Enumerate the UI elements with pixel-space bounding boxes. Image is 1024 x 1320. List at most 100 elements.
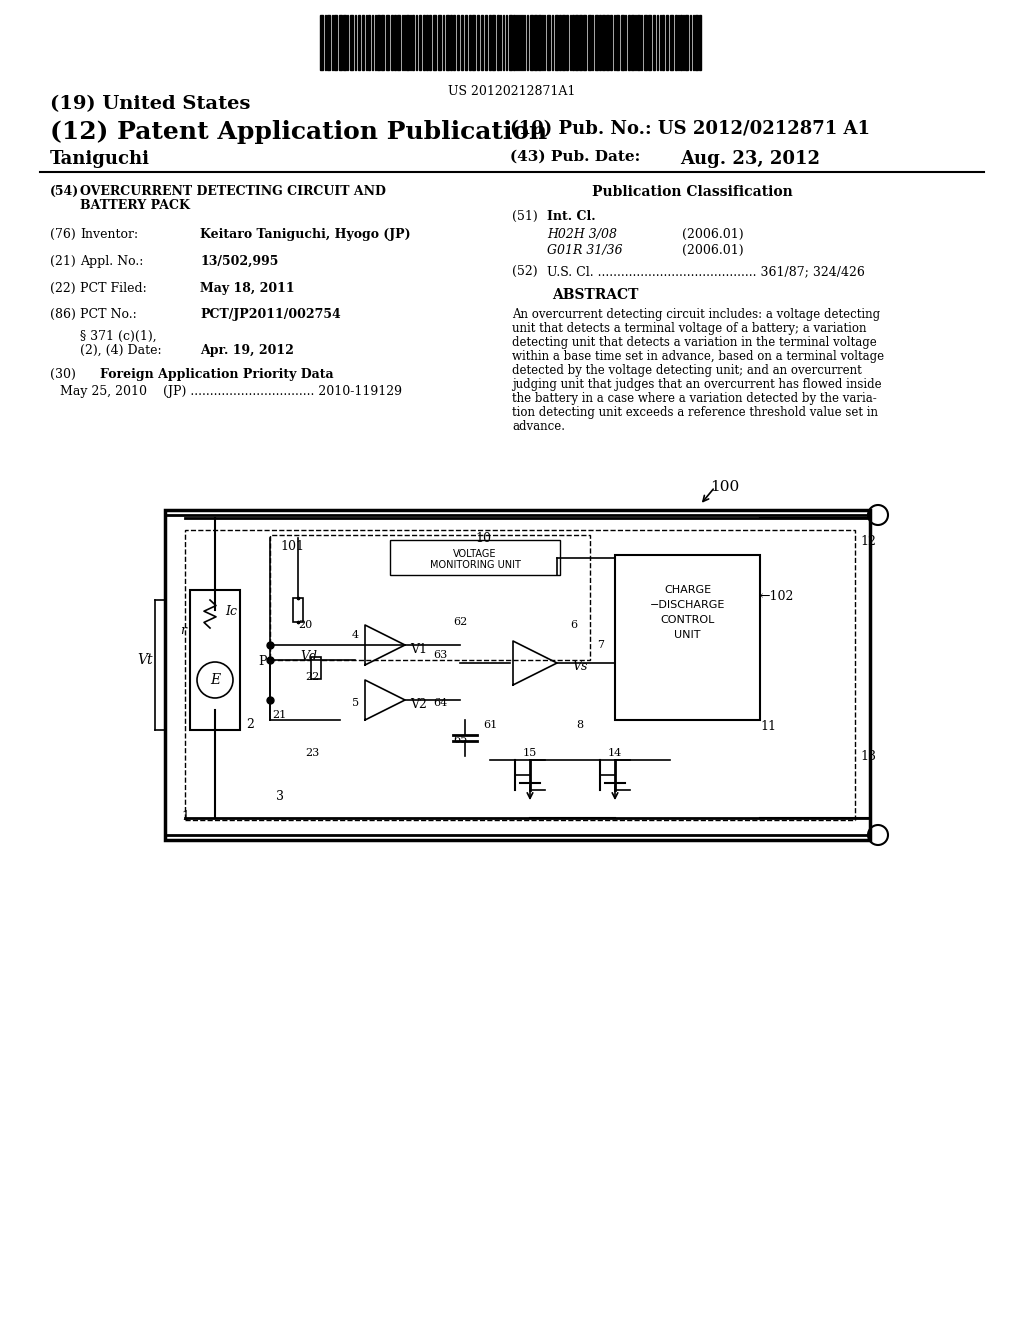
Text: 14: 14: [608, 748, 623, 758]
Text: An overcurrent detecting circuit includes: a voltage detecting: An overcurrent detecting circuit include…: [512, 308, 880, 321]
Bar: [615, 554, 760, 719]
Text: Taniguchi: Taniguchi: [50, 150, 150, 168]
Bar: [695, 15, 698, 70]
Text: P: P: [258, 655, 266, 668]
Bar: [412, 15, 414, 70]
Bar: [394, 15, 396, 70]
Bar: [311, 657, 321, 678]
Bar: [426, 15, 428, 70]
Bar: [477, 15, 479, 70]
Bar: [644, 15, 647, 70]
Bar: [377, 15, 380, 70]
Bar: [653, 15, 655, 70]
Text: unit that detects a terminal voltage of a battery; a variation: unit that detects a terminal voltage of …: [512, 322, 866, 335]
Text: BATTERY PACK: BATTERY PACK: [80, 199, 189, 213]
Text: (51): (51): [512, 210, 538, 223]
Text: 23: 23: [305, 748, 319, 758]
Text: Inventor:: Inventor:: [80, 228, 138, 242]
Bar: [547, 15, 550, 70]
Text: PCT/JP2011/002754: PCT/JP2011/002754: [200, 308, 341, 321]
Bar: [319, 15, 323, 70]
Text: MONITORING UNIT: MONITORING UNIT: [429, 560, 520, 570]
Text: 1: 1: [181, 810, 189, 822]
Text: within a base time set in advance, based on a terminal voltage: within a base time set in advance, based…: [512, 350, 884, 363]
Text: 101: 101: [280, 540, 304, 553]
Bar: [465, 15, 467, 70]
Bar: [433, 15, 436, 70]
Text: H02H 3/08: H02H 3/08: [547, 228, 617, 242]
Bar: [530, 15, 534, 70]
Text: E: E: [210, 673, 220, 686]
Text: advance.: advance.: [512, 420, 565, 433]
Text: Ic: Ic: [225, 605, 237, 618]
Bar: [579, 15, 582, 70]
Text: (19) United States: (19) United States: [50, 95, 251, 114]
Text: 62: 62: [453, 616, 467, 627]
Bar: [362, 15, 364, 70]
Bar: [616, 15, 618, 70]
Bar: [631, 15, 634, 70]
Text: the battery in a case where a variation detected by the varia-: the battery in a case where a variation …: [512, 392, 877, 405]
Bar: [489, 15, 490, 70]
Text: CONTROL: CONTROL: [660, 615, 715, 624]
Text: Keitaro Taniguchi, Hyogo (JP): Keitaro Taniguchi, Hyogo (JP): [200, 228, 411, 242]
Bar: [327, 15, 330, 70]
Text: 20: 20: [298, 620, 312, 630]
Text: U.S. Cl. ......................................... 361/87; 324/426: U.S. Cl. ...............................…: [547, 265, 865, 279]
Bar: [190, 590, 240, 730]
Bar: [566, 15, 568, 70]
Bar: [339, 15, 342, 70]
Text: May 25, 2010    (JP) ................................ 2010-119129: May 25, 2010 (JP) ......................…: [60, 385, 402, 399]
Text: CHARGE: CHARGE: [664, 585, 711, 595]
Text: 5: 5: [352, 698, 359, 708]
Bar: [675, 15, 677, 70]
Bar: [450, 15, 452, 70]
Text: (76): (76): [50, 228, 76, 242]
Text: 13/502,995: 13/502,995: [200, 255, 279, 268]
Text: V1: V1: [410, 643, 427, 656]
Text: G01R 31/36: G01R 31/36: [547, 244, 623, 257]
Bar: [343, 15, 346, 70]
Text: 15: 15: [523, 748, 538, 758]
Text: (22): (22): [50, 282, 76, 294]
Bar: [666, 15, 668, 70]
Bar: [429, 15, 431, 70]
Bar: [513, 15, 515, 70]
Bar: [670, 15, 673, 70]
Bar: [680, 15, 682, 70]
Text: § 371 (c)(1),: § 371 (c)(1),: [80, 330, 157, 343]
Bar: [461, 15, 463, 70]
Bar: [637, 15, 640, 70]
Bar: [509, 15, 512, 70]
Bar: [457, 15, 459, 70]
Text: PCT Filed:: PCT Filed:: [80, 282, 146, 294]
Bar: [293, 598, 303, 622]
Bar: [406, 15, 409, 70]
Bar: [575, 15, 578, 70]
Text: (2006.01): (2006.01): [682, 244, 743, 257]
Bar: [562, 15, 565, 70]
Text: ABSTRACT: ABSTRACT: [552, 288, 638, 302]
Bar: [397, 15, 400, 70]
Bar: [386, 15, 389, 70]
Bar: [165, 510, 870, 840]
Bar: [538, 15, 541, 70]
Bar: [588, 15, 591, 70]
Text: Vt: Vt: [137, 653, 153, 667]
Bar: [497, 15, 499, 70]
Bar: [610, 15, 612, 70]
Bar: [628, 15, 630, 70]
Bar: [438, 15, 441, 70]
Text: Vd: Vd: [300, 649, 317, 663]
Bar: [492, 15, 495, 70]
Text: (12) Patent Application Publication: (12) Patent Application Publication: [50, 120, 547, 144]
Bar: [662, 15, 664, 70]
Text: 64: 64: [433, 698, 447, 708]
Bar: [599, 15, 601, 70]
Text: tion detecting unit exceeds a reference threshold value set in: tion detecting unit exceeds a reference …: [512, 407, 878, 418]
Bar: [334, 15, 337, 70]
Text: US 20120212871A1: US 20120212871A1: [449, 84, 575, 98]
Bar: [350, 15, 353, 70]
Bar: [270, 535, 590, 660]
Text: May 18, 2011: May 18, 2011: [200, 282, 295, 294]
